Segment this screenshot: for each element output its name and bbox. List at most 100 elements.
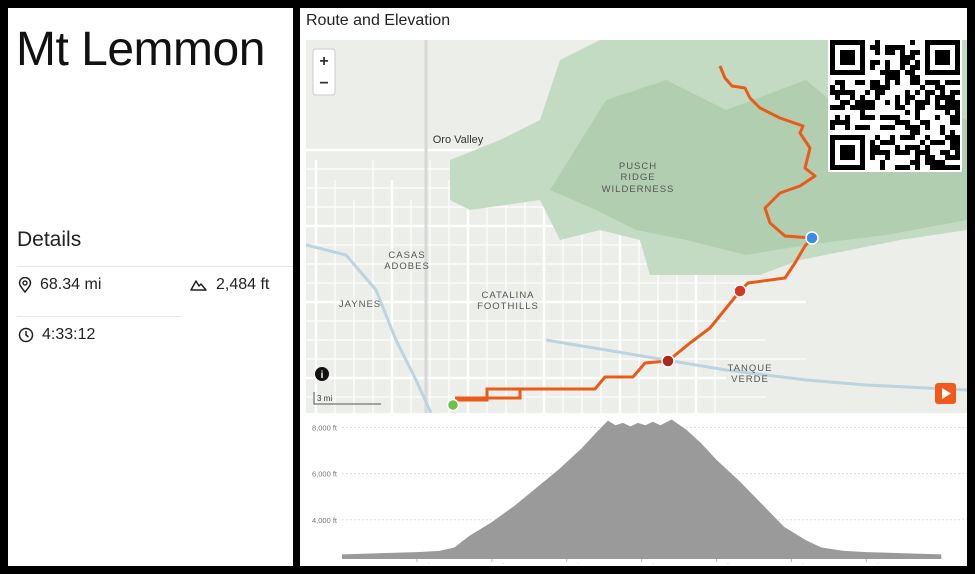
qr-cell	[900, 50, 905, 55]
qr-cell	[935, 140, 940, 145]
qr-cell	[950, 95, 955, 100]
info-button[interactable]	[315, 367, 329, 381]
qr-cell	[840, 105, 845, 110]
qr-cell	[885, 70, 890, 75]
qr-cell	[955, 120, 960, 125]
place-label: JAYNES	[339, 299, 381, 310]
separator	[17, 316, 181, 317]
qr-cell	[945, 165, 950, 170]
zoom-in[interactable]: +	[319, 53, 328, 70]
qr-cell	[950, 155, 955, 160]
qr-cell	[895, 120, 900, 125]
qr-cell	[895, 145, 900, 150]
qr-cell	[940, 105, 945, 110]
qr-cell	[935, 115, 940, 120]
qr-cell	[870, 100, 875, 105]
x-tick-label: 70.0 mi	[854, 562, 879, 564]
place-label: CASAS	[388, 250, 425, 261]
qr-cell	[900, 60, 905, 65]
qr-cell	[830, 120, 835, 125]
qr-cell	[925, 80, 930, 85]
qr-cell	[950, 100, 955, 105]
qr-cell	[910, 160, 915, 165]
qr-cell	[915, 160, 920, 165]
qr-cell	[875, 95, 880, 100]
panel-title: Route and Elevation	[306, 12, 451, 29]
mountain-icon	[190, 280, 207, 291]
qr-cell	[865, 90, 870, 95]
qr-cell	[875, 50, 880, 55]
qr-cell	[905, 135, 910, 140]
route-title: Mt Lemmon	[16, 23, 265, 76]
qr-cell	[900, 120, 905, 125]
zoom-out[interactable]: −	[319, 75, 328, 92]
qr-cell	[870, 150, 875, 155]
qr-cell	[920, 100, 925, 105]
qr-cell	[915, 50, 920, 55]
qr-cell	[895, 80, 900, 85]
qr-cell	[890, 135, 895, 140]
qr-cell	[930, 160, 935, 165]
qr-cell	[900, 165, 905, 170]
qr-cell	[895, 45, 900, 50]
qr-cell	[915, 165, 920, 170]
x-tick-label: 30.0 mi	[554, 562, 579, 564]
qr-cell	[840, 100, 845, 105]
qr-cell	[955, 80, 960, 85]
qr-cell	[830, 125, 835, 130]
qr-cell	[910, 50, 915, 55]
qr-cell	[885, 115, 890, 120]
qr-cell	[885, 140, 890, 145]
qr-cell	[935, 80, 940, 85]
stat-time: 4:33:12	[18, 326, 95, 344]
qr-cell	[845, 100, 850, 105]
qr-cell	[940, 125, 945, 130]
qr-cell	[910, 75, 915, 80]
qr-cell	[915, 145, 920, 150]
qr-cell	[865, 105, 870, 110]
qr-cell	[950, 90, 955, 95]
qr-cell	[940, 90, 945, 95]
place-label: VERDE	[731, 374, 769, 385]
y-tick-label: 8,000 ft	[312, 424, 338, 433]
qr-cell	[870, 145, 875, 150]
qr-cell	[855, 100, 860, 105]
qr-cell	[885, 155, 890, 160]
qr-cell	[910, 80, 915, 85]
qr-cell	[880, 160, 885, 165]
qr-cell	[925, 145, 930, 150]
river	[306, 243, 433, 413]
qr-cell	[850, 105, 855, 110]
qr-cell	[900, 65, 905, 70]
qr-cell	[955, 90, 960, 95]
qr-cell	[900, 55, 905, 60]
qr-cell	[860, 95, 865, 100]
qr-cell	[905, 55, 910, 60]
qr-cell	[880, 150, 885, 155]
qr-cell	[850, 95, 855, 100]
place-label: FOOTHILLS	[477, 301, 539, 312]
place-label: TANQUE	[728, 363, 773, 374]
qr-finder	[935, 50, 950, 65]
qr-cell	[845, 120, 850, 125]
qr-cell	[935, 105, 940, 110]
qr-cell	[870, 140, 875, 145]
qr-finder	[840, 50, 855, 65]
river	[545, 338, 967, 392]
scale-label: 3 mi	[317, 394, 332, 403]
qr-cell	[910, 40, 915, 45]
qr-cell	[835, 80, 840, 85]
qr-cell	[875, 40, 880, 45]
qr-cell	[905, 70, 910, 75]
qr-cell	[905, 60, 910, 65]
qr-cell	[905, 90, 910, 95]
qr-cell	[840, 90, 845, 95]
qr-cell	[920, 140, 925, 145]
place-label: PUSCH	[619, 161, 657, 172]
qr-cell	[915, 115, 920, 120]
qr-cell	[915, 75, 920, 80]
qr-cell	[895, 95, 900, 100]
qr-cell	[890, 140, 895, 145]
qr-cell	[895, 105, 900, 110]
qr-cell	[875, 145, 880, 150]
